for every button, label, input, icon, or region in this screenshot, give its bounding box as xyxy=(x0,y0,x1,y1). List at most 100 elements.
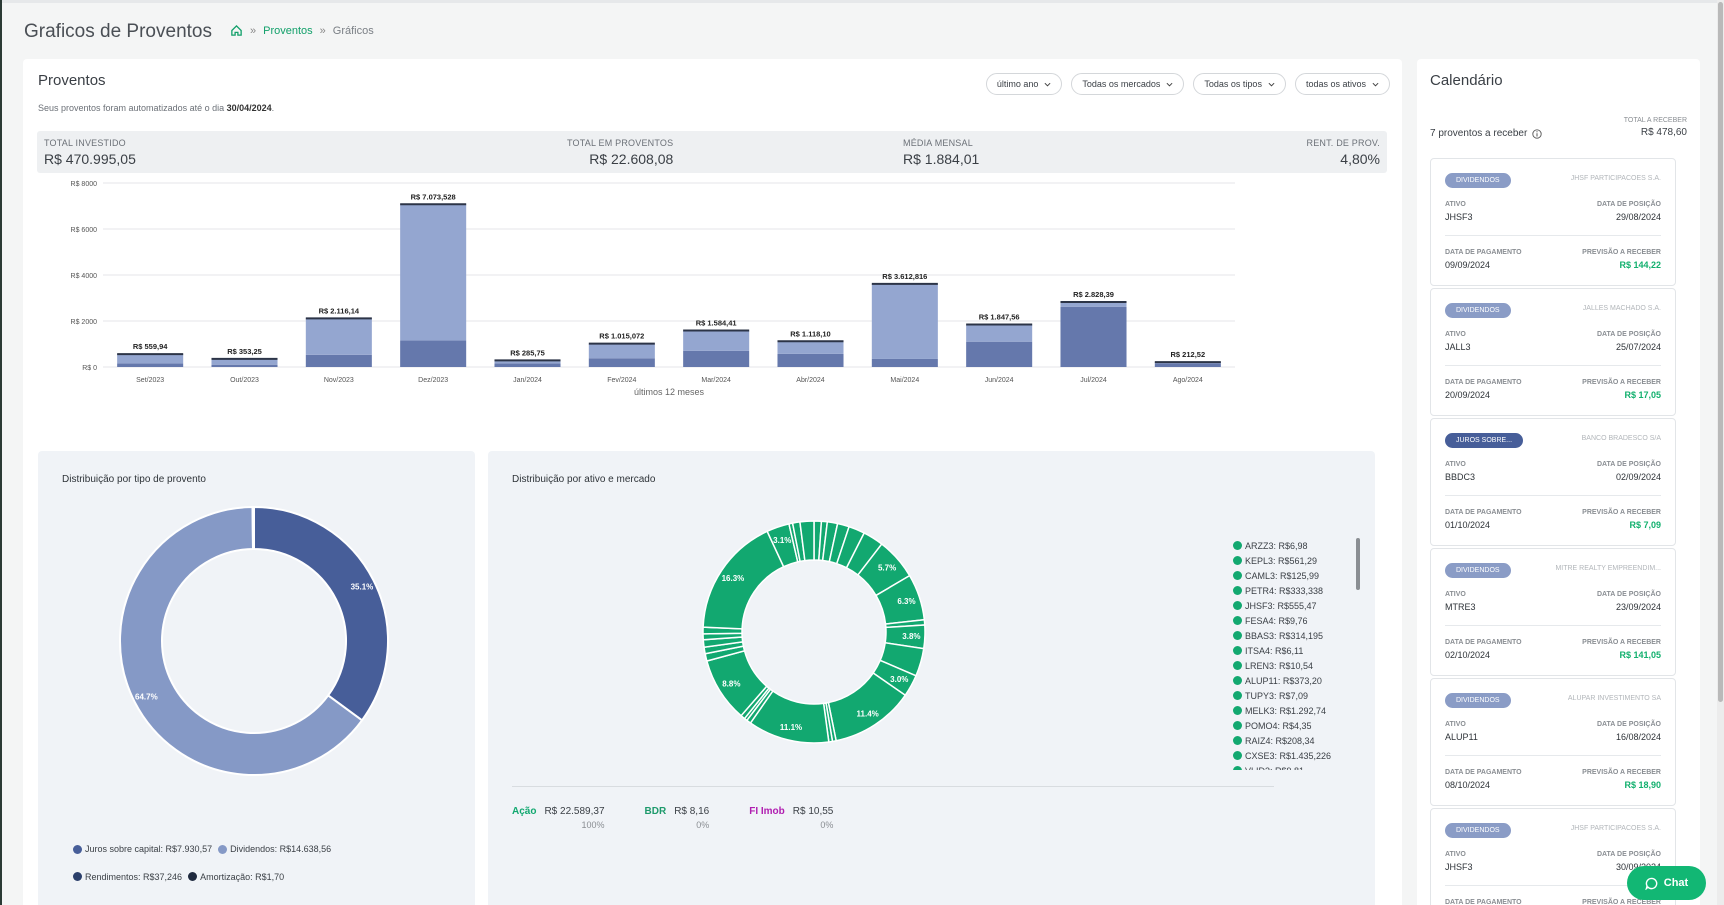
legend-item[interactable]: POMO4: R$4,35 xyxy=(1233,718,1348,733)
bar-segment[interactable] xyxy=(683,350,750,367)
bar-segment[interactable] xyxy=(400,204,467,341)
legend-item[interactable]: Dividendos: R$14.638,56 xyxy=(218,836,331,862)
asset-value: ALUP11 xyxy=(1445,732,1478,742)
legend-item[interactable]: VLID3: R$9,81 xyxy=(1233,763,1348,770)
bar-segment[interactable] xyxy=(966,324,1033,342)
bar-segment[interactable] xyxy=(871,283,938,359)
filter-markets[interactable]: Todas os mercados xyxy=(1071,73,1185,95)
home-icon[interactable] xyxy=(230,24,243,37)
payment-label: DATA DE PAGAMENTO xyxy=(1445,769,1522,776)
bar-segment[interactable] xyxy=(966,341,1033,367)
x-tick-label: Jun/2024 xyxy=(985,377,1014,384)
bar-segment[interactable] xyxy=(117,363,184,367)
legend-item[interactable]: KEPL3: R$561,29 xyxy=(1233,553,1348,568)
legend-item[interactable]: LREN3: R$10,54 xyxy=(1233,658,1348,673)
calendar-event[interactable]: JUROS SOBRE... BANCO BRADESCO S/A ATIVO BBD… xyxy=(1430,418,1676,546)
payment-label: DATA DE PAGAMENTO xyxy=(1445,899,1522,905)
asset-value: BBDC3 xyxy=(1445,472,1476,482)
bar-segment[interactable] xyxy=(211,358,278,365)
bar-segment[interactable] xyxy=(305,318,372,355)
bar-segment[interactable] xyxy=(494,360,561,364)
filter-period[interactable]: último ano xyxy=(985,73,1063,95)
event-forecast: PREVISÃO A RECEBER R$ 144,22 xyxy=(1582,249,1661,270)
legend-item[interactable]: JHSF3: R$555,47 xyxy=(1233,598,1348,613)
legend-item[interactable]: PETR4: R$333,338 xyxy=(1233,583,1348,598)
bar-segment[interactable] xyxy=(211,364,278,367)
legend-item[interactable]: Rendimentos: R$37,246 xyxy=(73,864,182,890)
forecast-value: R$ 18,90 xyxy=(1624,780,1661,790)
calendar-event[interactable]: DIVIDENDOS JHSF PARTICIPACOES S.A. ATIVO JH… xyxy=(1430,158,1676,286)
legend-dot xyxy=(1233,556,1242,565)
legend-item[interactable]: FESA4: R$9,76 xyxy=(1233,613,1348,628)
bar-segment[interactable] xyxy=(305,354,372,367)
calendar-event[interactable]: DIVIDENDOS ALUPAR INVESTIMENTO SA ATIVO ALU… xyxy=(1430,678,1676,806)
type-donut-chart: 35.1% 64.7% xyxy=(119,505,389,776)
x-tick-label: Mar/2024 xyxy=(701,377,731,384)
chat-button[interactable]: Chat xyxy=(1627,866,1706,900)
page-scrollbar-thumb[interactable] xyxy=(1718,2,1723,702)
legend-dot xyxy=(1233,616,1242,625)
legend-item[interactable]: ALUP11: R$373,20 xyxy=(1233,673,1348,688)
bar-segment[interactable] xyxy=(588,358,655,367)
bar-segment[interactable] xyxy=(1060,301,1127,307)
payment-value: 20/09/2024 xyxy=(1445,390,1491,400)
position-label: DATA DE POSIÇÃO xyxy=(1596,721,1661,728)
market-name: BDR xyxy=(644,806,667,817)
legend-item[interactable]: Amortização: R$1,70 xyxy=(188,864,284,890)
legend-dot xyxy=(1233,751,1242,760)
donut-slice[interactable] xyxy=(799,520,815,562)
legend-label: MELK3: R$1.292,74 xyxy=(1245,705,1327,716)
filter-types[interactable]: Todas os tipos xyxy=(1193,73,1286,95)
totals-bar: TOTAL INVESTIDO R$ 470.995,05 TOTAL EM PR… xyxy=(37,131,1387,173)
breadcrumb-graficos: Gráficos xyxy=(332,24,374,37)
legend-label: Juros sobre capital: R$7.930,57 xyxy=(85,844,213,854)
bar-segment[interactable] xyxy=(1060,306,1127,367)
monthly-bar-chart: R$ 0 R$ 2000 R$ 4000 R$ 6000 R$ 8000 R$ 559,9… xyxy=(71,181,1235,397)
legend-scrollbar[interactable] xyxy=(1356,538,1360,590)
legend-item[interactable]: ARZZ3: R$6,98 xyxy=(1233,538,1348,553)
legend-label: ARZZ3: R$6,98 xyxy=(1245,540,1308,551)
filter-assets[interactable]: todas os ativos xyxy=(1294,73,1390,95)
bar-segment[interactable] xyxy=(494,363,561,367)
legend-item[interactable]: ITSA4: R$6,11 xyxy=(1233,643,1348,658)
calendar-event[interactable]: DIVIDENDOS JALLES MACHADO S.A. ATIVO JALL3 D… xyxy=(1430,288,1676,416)
donut-slice[interactable] xyxy=(119,505,364,776)
position-value: 02/09/2024 xyxy=(1615,472,1661,482)
forecast-label: PREVISÃO A RECEBER xyxy=(1582,249,1661,256)
divider xyxy=(1445,365,1661,366)
legend-dot xyxy=(73,872,82,881)
slice-label: 3.0% xyxy=(890,675,908,684)
bar-segment[interactable] xyxy=(400,340,467,367)
bar-segment[interactable] xyxy=(1154,363,1221,367)
legend-item[interactable]: TUPY3: R$7,09 xyxy=(1233,688,1348,703)
bar-segment[interactable] xyxy=(871,358,938,367)
info-icon[interactable] xyxy=(1532,128,1542,139)
legend-item[interactable]: BBAS3: R$314,195 xyxy=(1233,628,1348,643)
prov-yield: RENT. DE PROV. 4,80% xyxy=(1307,138,1381,167)
bar-segment[interactable] xyxy=(777,353,844,367)
event-forecast: PREVISÃO A RECEBER xyxy=(1582,899,1661,905)
bar-segment[interactable] xyxy=(588,343,655,359)
page-scrollbar[interactable] xyxy=(1717,0,1724,905)
bar-value-label: R$ 1.118,10 xyxy=(790,329,830,338)
type-distribution-panel: Distribuição por tipo de provento 35.1% 6… xyxy=(38,451,475,905)
legend-item[interactable]: CAML3: R$125,99 xyxy=(1233,568,1348,583)
asset-legend[interactable]: ARZZ3: R$6,98 KEPL3: R$561,29 CAML3: R$125… xyxy=(1233,538,1348,770)
calendar-event[interactable]: DIVIDENDOS MITRE REALTY EMPREENDIM... ATIV… xyxy=(1430,548,1676,676)
bar-segment[interactable] xyxy=(683,330,750,351)
bar-segment[interactable] xyxy=(117,354,184,364)
page-title: Graficos de Proventos xyxy=(24,21,212,42)
chevron-down-icon xyxy=(1268,82,1275,87)
legend-item[interactable]: Juros sobre capital: R$7.930,57 xyxy=(73,836,212,862)
bar-value-label: R$ 1.847,56 xyxy=(979,313,1020,322)
bar-value-label: R$ 212,52 xyxy=(1171,350,1206,359)
bar-segment[interactable] xyxy=(777,341,844,354)
asset-label: ATIVO xyxy=(1445,721,1466,728)
subtitle-date: 30/04/2024 xyxy=(226,103,272,113)
donut-slice[interactable] xyxy=(253,505,389,722)
legend-item[interactable]: MELK3: R$1.292,74 xyxy=(1233,703,1348,718)
breadcrumb-proventos[interactable]: Proventos xyxy=(263,24,313,37)
legend-item[interactable]: CXSE3: R$1.435,226 xyxy=(1233,748,1348,763)
legend-item[interactable]: RAIZ4: R$208,34 xyxy=(1233,733,1348,748)
forecast-label: PREVISÃO A RECEBER xyxy=(1582,769,1661,776)
